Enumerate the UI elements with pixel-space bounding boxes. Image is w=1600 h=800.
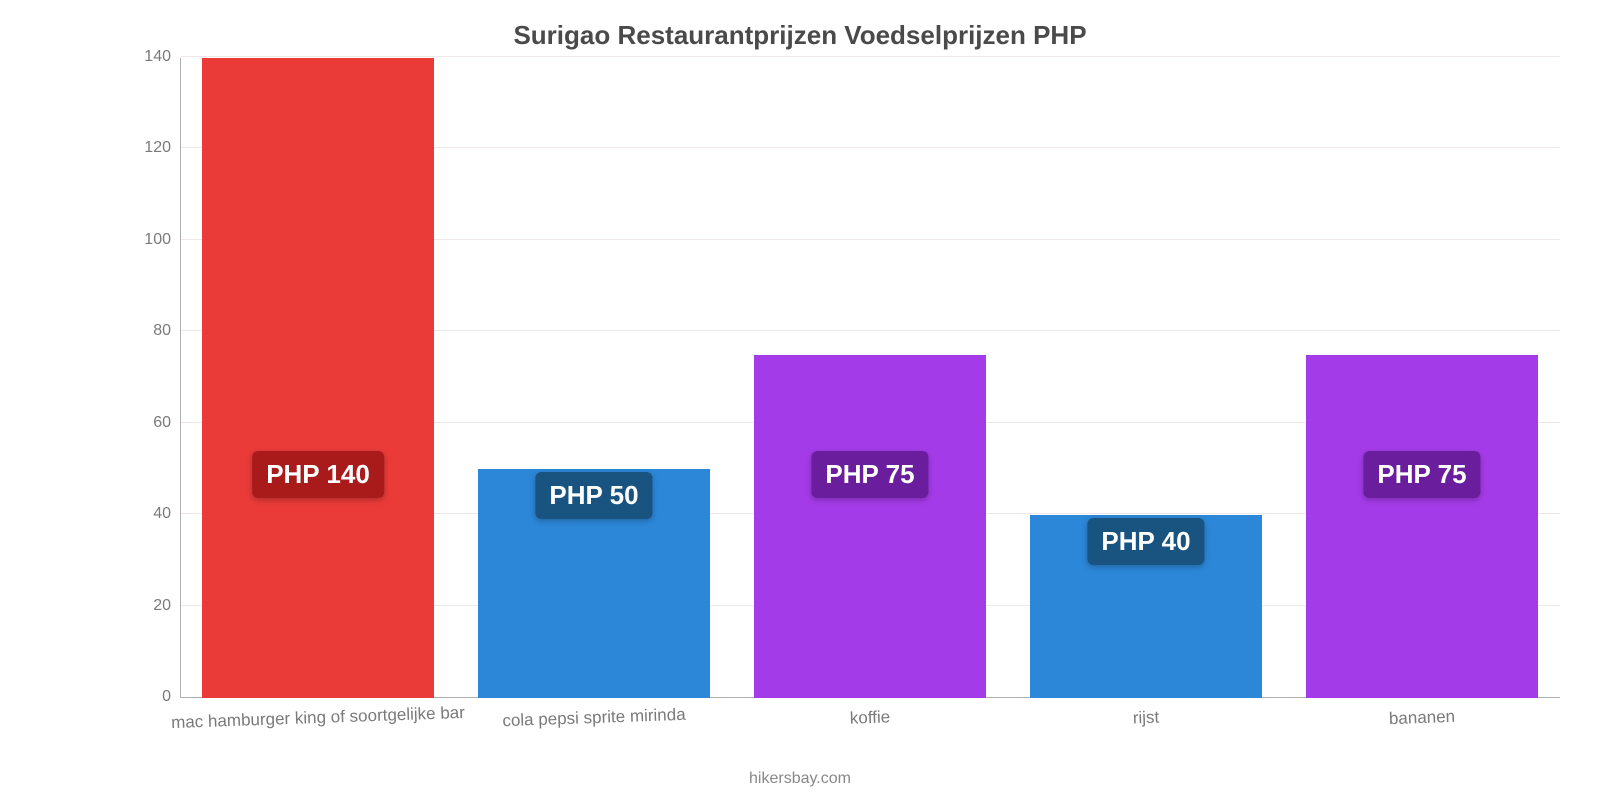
ytick-label: 20 [153, 597, 181, 615]
bar-slot: PHP 75koffie [732, 58, 1008, 698]
bar-slot: PHP 50cola pepsi sprite mirinda [456, 58, 732, 698]
chart-title: Surigao Restaurantprijzen Voedselprijzen… [0, 0, 1600, 51]
bar-slot: PHP 75bananen [1284, 58, 1560, 698]
ytick-label: 140 [144, 48, 181, 66]
attribution-text: hikersbay.com [0, 770, 1600, 788]
xtick-label: koffie [849, 707, 890, 728]
bar: PHP 50 [478, 469, 710, 698]
value-badge: PHP 40 [1087, 518, 1204, 565]
bar-slot: PHP 140mac hamburger king of soortgelijk… [180, 58, 456, 698]
bar: PHP 40 [1030, 515, 1262, 698]
chart-plot-area: 020406080100120140 PHP 140mac hamburger … [180, 58, 1560, 698]
xtick-label: bananen [1389, 707, 1456, 729]
ytick-label: 40 [153, 505, 181, 523]
xtick-label: cola pepsi sprite mirinda [502, 705, 686, 731]
xtick-label: mac hamburger king of soortgelijke bar [171, 703, 465, 733]
ytick-label: 80 [153, 322, 181, 340]
ytick-label: 0 [162, 688, 181, 706]
ytick-label: 60 [153, 414, 181, 432]
bar: PHP 140 [202, 58, 434, 698]
value-badge: PHP 140 [252, 451, 384, 498]
bar: PHP 75 [754, 355, 986, 698]
value-badge: PHP 75 [811, 451, 928, 498]
value-badge: PHP 50 [535, 472, 652, 519]
xtick-label: rijst [1132, 708, 1159, 729]
value-badge: PHP 75 [1363, 451, 1480, 498]
bar: PHP 75 [1306, 355, 1538, 698]
bar-slot: PHP 40rijst [1008, 58, 1284, 698]
bars-container: PHP 140mac hamburger king of soortgelijk… [180, 58, 1560, 698]
ytick-label: 120 [144, 139, 181, 157]
gridline [181, 56, 1560, 57]
ytick-label: 100 [144, 231, 181, 249]
